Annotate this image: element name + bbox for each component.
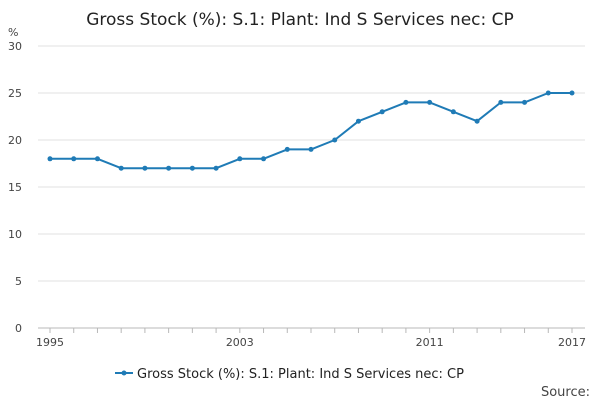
- data-point[interactable]: [569, 90, 575, 96]
- data-point[interactable]: [284, 146, 290, 152]
- y-tick-label: 0: [15, 322, 22, 335]
- data-point[interactable]: [118, 165, 124, 171]
- y-axis-unit-label: %: [8, 26, 18, 39]
- data-point[interactable]: [427, 99, 433, 105]
- data-point[interactable]: [142, 165, 148, 171]
- data-point[interactable]: [47, 156, 53, 162]
- data-point[interactable]: [261, 156, 267, 162]
- x-tick-label: 2003: [226, 336, 254, 349]
- data-point[interactable]: [498, 99, 504, 105]
- source-label[interactable]: Source:: [541, 385, 590, 400]
- legend: Gross Stock (%): S.1: Plant: Ind S Servi…: [115, 367, 464, 382]
- data-point[interactable]: [545, 90, 551, 96]
- legend-marker-swatch: [121, 370, 127, 376]
- data-point[interactable]: [403, 99, 409, 105]
- y-tick-label: 30: [8, 40, 22, 53]
- chart-title: Gross Stock (%): S.1: Plant: Ind S Servi…: [86, 10, 514, 30]
- y-tick-label: 15: [8, 181, 22, 194]
- y-tick-label: 20: [8, 134, 22, 147]
- y-tick-label: 10: [8, 228, 22, 241]
- data-point[interactable]: [474, 118, 480, 124]
- data-point[interactable]: [522, 99, 528, 105]
- x-tick-label: 2017: [558, 336, 586, 349]
- y-tick-label: 25: [8, 87, 22, 100]
- x-tick-label: 2011: [416, 336, 444, 349]
- y-tick-label: 5: [15, 275, 22, 288]
- data-point[interactable]: [379, 109, 385, 115]
- series-line: [50, 92, 572, 170]
- data-point[interactable]: [332, 137, 338, 143]
- data-point[interactable]: [450, 109, 456, 115]
- legend-entry-label: Gross Stock (%): S.1: Plant: Ind S Servi…: [137, 367, 464, 382]
- axes: 0 5 10 15 20 25 30 1995 2003 2011 2017: [8, 40, 586, 349]
- data-point[interactable]: [213, 165, 219, 171]
- data-point[interactable]: [189, 165, 195, 171]
- data-point[interactable]: [237, 156, 243, 162]
- gridlines: [38, 45, 585, 282]
- series-layer: [47, 90, 575, 171]
- data-point[interactable]: [308, 146, 314, 152]
- x-tick-label: 1995: [36, 336, 64, 349]
- data-point[interactable]: [166, 165, 172, 171]
- data-point[interactable]: [71, 156, 77, 162]
- data-point[interactable]: [355, 118, 361, 124]
- data-point[interactable]: [94, 156, 100, 162]
